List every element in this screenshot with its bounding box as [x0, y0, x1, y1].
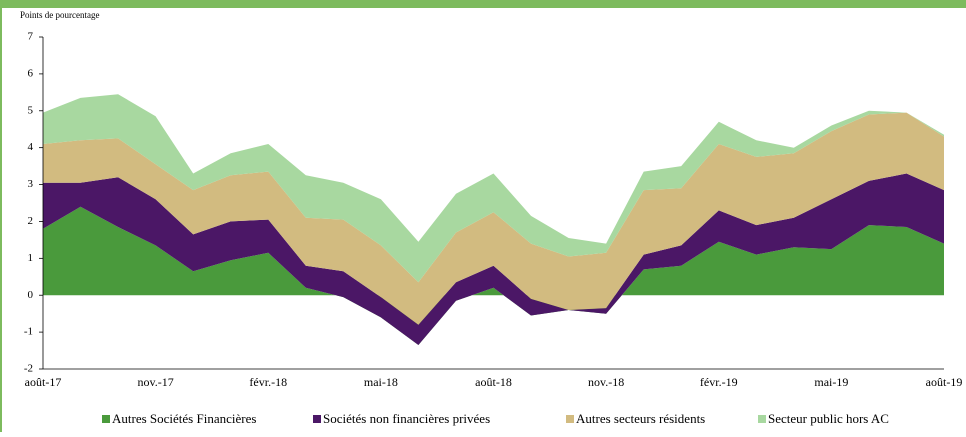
x-tick-label: août-19	[926, 375, 963, 389]
area	[43, 112, 944, 325]
y-tick-label: 2	[28, 215, 34, 227]
y-tick-label: 7	[28, 31, 34, 43]
y-tick-label: 1	[28, 252, 34, 264]
y-tick-label: -1	[24, 326, 33, 338]
legend-label: Autres Sociétés Financières	[112, 411, 256, 426]
header-band	[0, 0, 966, 8]
area	[43, 206, 944, 345]
y-tick-label: 6	[28, 67, 34, 79]
y-tick-label: 3	[28, 178, 34, 190]
x-tick-label: mai-19	[814, 375, 848, 389]
x-tick-label: févr.-18	[249, 375, 287, 389]
legend-label: Autres secteurs résidents	[576, 411, 705, 426]
x-tick-label: août-18	[475, 375, 512, 389]
legend-swatch	[758, 415, 766, 423]
x-tick-label: nov.-18	[588, 375, 624, 389]
legend-swatch	[102, 415, 110, 423]
area	[43, 173, 944, 345]
axis-label: Points de pourcentage	[20, 10, 99, 20]
area	[43, 94, 944, 283]
x-tick-label: août-17	[25, 375, 62, 389]
y-tick-label: 5	[28, 104, 34, 116]
y-tick-label: -2	[24, 363, 33, 375]
legend-label: Secteur public hors AC	[768, 411, 889, 426]
y-tick-label: 0	[28, 289, 34, 301]
x-tick-label: févr.-19	[700, 375, 738, 389]
x-tick-label: nov.-17	[138, 375, 174, 389]
x-tick-label: mai-18	[364, 375, 398, 389]
legend-swatch	[313, 415, 321, 423]
legend-label: Sociétés non financières privées	[323, 411, 490, 426]
y-tick-label: 4	[28, 141, 34, 153]
legend-swatch	[566, 415, 574, 423]
